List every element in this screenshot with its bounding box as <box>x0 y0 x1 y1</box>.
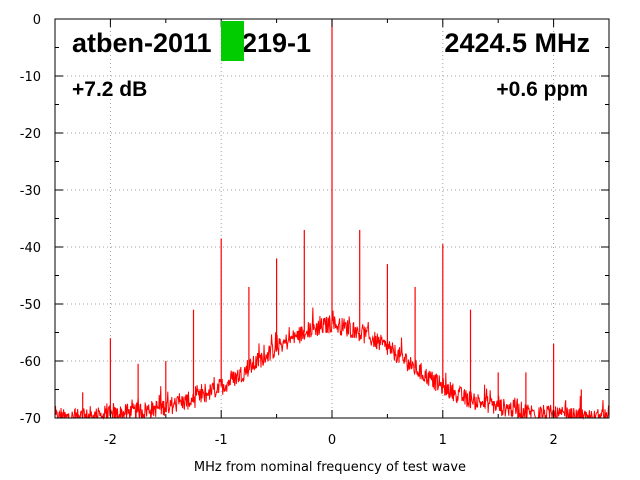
green-marker <box>221 21 244 61</box>
gain-label: +7.2 dB <box>72 78 147 101</box>
device-name-suffix: 219-1 <box>242 28 311 58</box>
y-tick-label: -20 <box>20 127 41 142</box>
data-series <box>54 19 610 420</box>
y-tick-label: -70 <box>20 412 41 427</box>
x-tick-label: 1 <box>439 433 447 448</box>
x-axis-label: MHz from nominal frequency of test wave <box>194 460 466 475</box>
y-tick-label: -50 <box>20 298 41 313</box>
frequency-label: 2424.5 MHz <box>444 28 590 58</box>
ppm-offset-label: +0.6 ppm <box>496 78 588 101</box>
x-tick-label: -1 <box>215 433 228 448</box>
x-tick-label: -2 <box>104 433 117 448</box>
y-tick-label: -10 <box>20 70 41 85</box>
y-tick-label: -40 <box>20 241 41 256</box>
y-tick-label: -60 <box>20 355 41 370</box>
device-name-label: atben-2011 <box>72 28 212 58</box>
x-tick-label: 2 <box>549 433 557 448</box>
x-tick-label: 0 <box>328 433 336 448</box>
axis-ticks: 0-10-20-30-40-50-60-70-2 -1 0 1 2 <box>20 13 610 448</box>
y-tick-label: -30 <box>20 184 41 199</box>
y-tick-label: 0 <box>33 13 41 28</box>
